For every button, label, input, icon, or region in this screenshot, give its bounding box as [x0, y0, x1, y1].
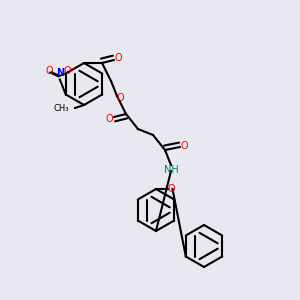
Text: NH: NH: [164, 164, 178, 175]
Text: N: N: [56, 68, 64, 79]
Text: O: O: [106, 113, 113, 124]
Text: CH₃: CH₃: [53, 103, 69, 112]
Text: O: O: [181, 140, 188, 151]
Text: O⁻: O⁻: [64, 65, 77, 76]
Text: O: O: [115, 53, 122, 64]
Text: O: O: [116, 92, 124, 103]
Text: O: O: [167, 184, 175, 194]
Text: O: O: [46, 65, 53, 76]
